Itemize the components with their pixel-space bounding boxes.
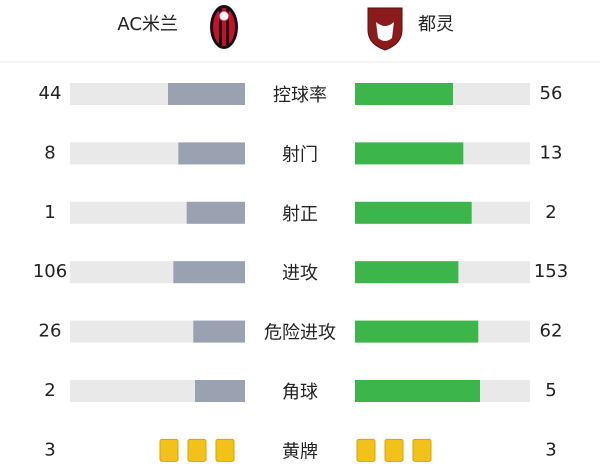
yellow-card bbox=[356, 438, 376, 462]
away-bar bbox=[355, 83, 453, 105]
away-value: 153 bbox=[534, 261, 568, 282]
home-bar bbox=[173, 261, 245, 284]
yellow-card bbox=[384, 438, 404, 462]
away-bar bbox=[355, 201, 472, 224]
home-bar bbox=[178, 142, 245, 165]
home-team-name: AC米兰 bbox=[117, 14, 178, 35]
yellow-card bbox=[159, 438, 179, 462]
home-value: 106 bbox=[33, 261, 67, 282]
away-value: 56 bbox=[540, 83, 563, 104]
away-bar bbox=[355, 320, 479, 343]
stat-label: 控球率 bbox=[273, 85, 327, 106]
home-value: 44 bbox=[39, 83, 62, 104]
stat-label: 黄牌 bbox=[282, 441, 318, 462]
stat-label: 进攻 bbox=[282, 263, 318, 284]
away-value: 3 bbox=[545, 439, 556, 460]
away-bar bbox=[355, 380, 480, 402]
home-bar bbox=[186, 201, 245, 224]
home-bar bbox=[168, 83, 245, 105]
home-value: 2 bbox=[44, 380, 55, 401]
home-logo bbox=[210, 5, 238, 49]
away-team-name: 都灵 bbox=[418, 14, 454, 35]
away-value: 62 bbox=[540, 321, 563, 342]
yellow-card bbox=[187, 438, 207, 462]
away-value: 5 bbox=[545, 380, 556, 401]
home-bar bbox=[193, 320, 245, 343]
home-value: 8 bbox=[44, 142, 55, 163]
away-bar bbox=[355, 142, 464, 165]
away-value: 2 bbox=[545, 202, 556, 223]
home-value: 3 bbox=[44, 439, 55, 460]
away-value: 13 bbox=[540, 142, 563, 163]
home-value: 26 bbox=[39, 321, 62, 342]
stat-label: 射正 bbox=[282, 204, 318, 225]
away-bar bbox=[355, 261, 459, 284]
stat-label: 射门 bbox=[282, 144, 318, 165]
stat-label: 危险进攻 bbox=[264, 323, 336, 344]
yellow-card bbox=[412, 438, 432, 462]
away-logo bbox=[367, 7, 403, 51]
home-bar bbox=[195, 380, 245, 402]
yellow-card bbox=[215, 438, 235, 462]
home-value: 1 bbox=[44, 202, 55, 223]
stat-label: 角球 bbox=[282, 382, 318, 403]
